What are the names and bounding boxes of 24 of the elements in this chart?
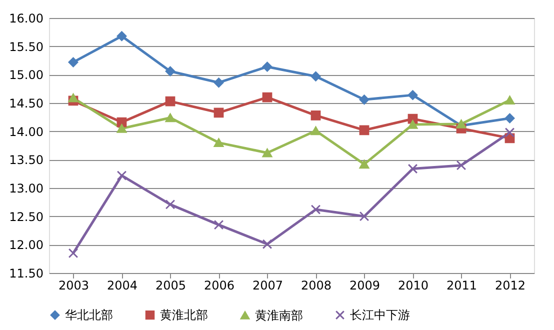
x-tick-label: 2011 — [446, 278, 478, 292]
y-tick-label: 13.50 — [9, 153, 44, 168]
x-tick-label: 2009 — [349, 278, 380, 292]
y-tick-label: 13.00 — [9, 182, 44, 196]
y-tick-label: 14.00 — [9, 124, 44, 139]
x-tick-label: 2012 — [494, 278, 526, 292]
x-tick-label: 2008 — [300, 278, 332, 292]
legend-label: 黄淮北部 — [160, 308, 208, 322]
y-tick-label: 12.50 — [9, 210, 44, 224]
legend-label: 长江中下游 — [350, 308, 410, 322]
y-tick-label: 12.00 — [9, 238, 44, 252]
x-tick-label: 2010 — [398, 278, 429, 292]
x-tick-label: 2006 — [204, 278, 235, 292]
y-tick-label: 16.00 — [9, 12, 44, 26]
x-tick-label: 2007 — [252, 278, 284, 292]
y-tick-label: 11.50 — [9, 266, 44, 280]
x-tick-label: 2005 — [155, 278, 186, 292]
y-tick-label: 15.00 — [9, 68, 44, 82]
y-tick-label: 14.50 — [9, 96, 44, 110]
y-tick-label: 15.50 — [9, 40, 44, 54]
x-tick-label: 2003 — [58, 278, 90, 292]
legend-label: 黄淮南部 — [255, 308, 303, 322]
legend-label: 华北北部 — [65, 308, 113, 322]
x-tick-label: 2004 — [106, 278, 138, 292]
